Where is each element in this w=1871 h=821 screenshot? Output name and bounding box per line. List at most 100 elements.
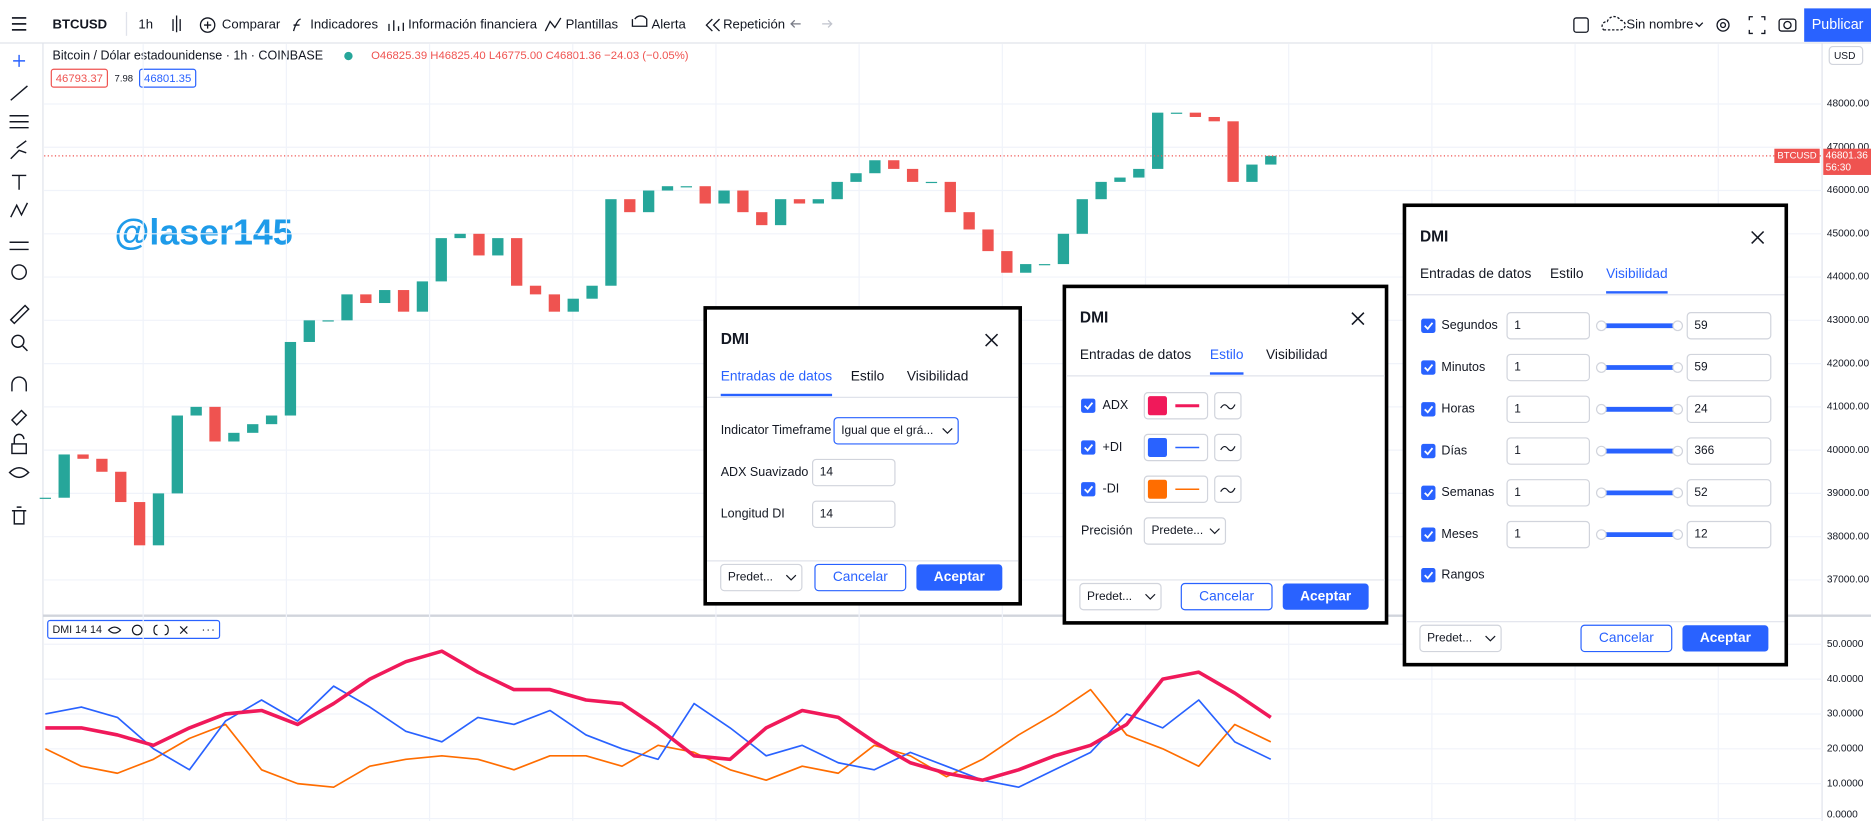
color-swatch[interactable]: [1147, 396, 1167, 416]
input-box[interactable]: [811, 458, 896, 487]
input-box[interactable]: [1079, 582, 1162, 611]
dialog-tab[interactable]: Entradas de datos: [721, 369, 832, 384]
drawing-tools[interactable]: [8, 54, 30, 525]
toolbar-item[interactable]: Repetición: [723, 17, 785, 32]
ok-label[interactable]: Aceptar: [1700, 630, 1752, 645]
input-box[interactable]: [1506, 437, 1590, 465]
toolbar-item[interactable]: Alerta: [652, 17, 687, 32]
input-box[interactable]: [1686, 395, 1772, 424]
slider-handle[interactable]: [1595, 362, 1607, 373]
ok-button[interactable]: [916, 564, 1003, 591]
slider-handle[interactable]: [1595, 403, 1607, 415]
toolbar-item[interactable]: Plantillas: [566, 17, 619, 32]
input-box[interactable]: [1686, 437, 1772, 465]
toolbar-item[interactable]: Indicadores: [310, 17, 378, 32]
cancel-button[interactable]: [814, 563, 907, 592]
indicator-legend-icons[interactable]: [107, 624, 214, 636]
layout-name[interactable]: Sin nombre: [1626, 17, 1693, 32]
menu-icon[interactable]: [11, 17, 27, 31]
input-box[interactable]: [1686, 479, 1772, 507]
input-value[interactable]: 12: [1694, 527, 1708, 541]
checkbox[interactable]: [1421, 527, 1436, 542]
publish-label[interactable]: Publicar: [1812, 17, 1864, 33]
input-box[interactable]: [1506, 312, 1590, 340]
input-value[interactable]: 366: [1694, 443, 1714, 457]
dialog-tab[interactable]: Estilo: [1210, 347, 1244, 362]
close-button[interactable]: [985, 333, 999, 347]
input-value[interactable]: Predete...: [1151, 523, 1203, 537]
input-box[interactable]: [1506, 395, 1590, 424]
input-box[interactable]: [1686, 353, 1772, 382]
dialog-tab[interactable]: Visibilidad: [1266, 347, 1328, 362]
plot-type-box[interactable]: [1214, 392, 1242, 420]
currency-box[interactable]: [1828, 45, 1864, 66]
checkbox[interactable]: [1081, 482, 1096, 497]
input-value[interactable]: 52: [1694, 485, 1708, 499]
cancel-label[interactable]: Cancelar: [1599, 630, 1654, 645]
checkbox[interactable]: [1421, 568, 1436, 583]
slider-handle[interactable]: [1672, 403, 1684, 415]
ok-label[interactable]: Aceptar: [934, 569, 986, 584]
input-value[interactable]: Predet...: [728, 570, 773, 584]
cancel-button[interactable]: [1580, 624, 1673, 653]
input-box[interactable]: [1686, 312, 1772, 340]
slider-handle[interactable]: [1595, 445, 1607, 457]
input-value[interactable]: 14: [820, 506, 834, 520]
input-value[interactable]: 24: [1694, 401, 1708, 415]
color-swatch[interactable]: [1147, 437, 1167, 458]
checkbox[interactable]: [1421, 443, 1436, 459]
dialog-tab[interactable]: Visibilidad: [1606, 266, 1668, 281]
toolbar-icons[interactable]: [125, 11, 1797, 36]
input-box[interactable]: [1686, 520, 1772, 549]
checkbox[interactable]: [1081, 440, 1096, 455]
cancel-label[interactable]: Cancelar: [1199, 588, 1254, 603]
input-value[interactable]: 1: [1514, 443, 1521, 457]
input-value[interactable]: 1: [1514, 527, 1521, 541]
cancel-button[interactable]: [1180, 582, 1273, 611]
checkbox[interactable]: [1421, 318, 1436, 333]
currency[interactable]: USD: [1834, 51, 1855, 62]
input-value[interactable]: 59: [1694, 360, 1708, 374]
dialog-tab[interactable]: Estilo: [1550, 266, 1584, 281]
ok-label[interactable]: Aceptar: [1300, 588, 1352, 603]
checkbox[interactable]: [1421, 360, 1436, 375]
input-box[interactable]: [1143, 517, 1227, 545]
input-value[interactable]: 59: [1694, 318, 1708, 332]
input-value[interactable]: 1: [1514, 401, 1521, 415]
slider-handle[interactable]: [1672, 445, 1684, 457]
slider-handle[interactable]: [1595, 320, 1607, 332]
toolbar-item[interactable]: Comparar: [222, 17, 281, 32]
slider-handle[interactable]: [1595, 487, 1607, 499]
symbol[interactable]: BTCUSD: [53, 17, 108, 32]
input-value[interactable]: 1: [1514, 318, 1521, 332]
input-box[interactable]: [1506, 353, 1590, 382]
checkbox[interactable]: [1421, 485, 1436, 500]
close-button[interactable]: [1351, 312, 1365, 326]
plot-type-box[interactable]: [1214, 475, 1242, 503]
indicator-legend-box[interactable]: [47, 619, 221, 640]
dialog-tab[interactable]: Visibilidad: [907, 369, 969, 384]
slider-handle[interactable]: [1672, 362, 1684, 373]
input-box[interactable]: [1506, 479, 1590, 507]
checkbox[interactable]: [1081, 398, 1096, 413]
input-box[interactable]: [833, 417, 959, 445]
dialog-tab[interactable]: Entradas de datos: [1080, 347, 1191, 362]
plot-type-box[interactable]: [1214, 433, 1242, 462]
input-box[interactable]: [811, 500, 896, 529]
ok-button[interactable]: [1282, 583, 1369, 610]
input-box[interactable]: [1419, 624, 1502, 653]
ok-button[interactable]: [1682, 625, 1769, 652]
dialog-tab[interactable]: Estilo: [851, 369, 885, 384]
toolbar-item[interactable]: Información financiera: [408, 17, 538, 32]
slider-handle[interactable]: [1672, 487, 1684, 499]
slider-handle[interactable]: [1672, 320, 1684, 332]
input-value[interactable]: Predet...: [1087, 589, 1132, 603]
color-swatch[interactable]: [1147, 479, 1167, 499]
close-button[interactable]: [1751, 230, 1765, 244]
input-value[interactable]: 14: [820, 465, 834, 479]
dialog-tab[interactable]: Entradas de datos: [1420, 266, 1531, 281]
publish-button[interactable]: [1804, 8, 1871, 42]
cancel-label[interactable]: Cancelar: [833, 569, 888, 584]
input-value[interactable]: 1: [1514, 360, 1521, 374]
input-box[interactable]: [720, 563, 803, 592]
